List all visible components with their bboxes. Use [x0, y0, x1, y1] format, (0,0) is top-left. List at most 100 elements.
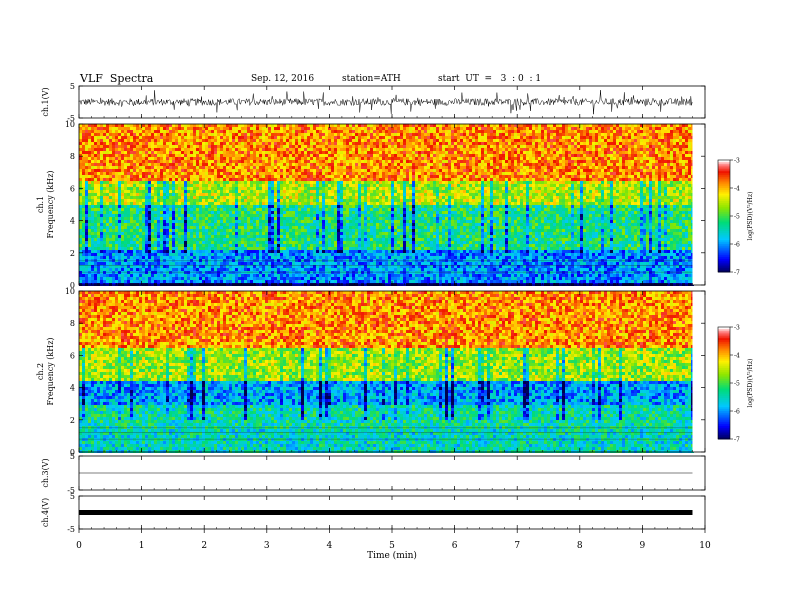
spectrogram-cell [349, 241, 352, 244]
spectrogram-cell [253, 199, 256, 202]
spectrogram-cell [253, 208, 256, 211]
spectrogram-cell [205, 127, 208, 130]
spectrogram-cell [85, 217, 88, 220]
spectrogram-cell [106, 226, 109, 229]
spectrogram-cell [88, 124, 91, 127]
spectrogram-cell [82, 175, 85, 178]
spectrogram-cell [127, 160, 130, 163]
spectrogram-cell [334, 178, 337, 181]
spectrogram-cell [115, 262, 118, 265]
spectrogram-cell [106, 229, 109, 232]
spectrogram-cell [274, 259, 277, 262]
spectrogram-cell [277, 244, 280, 247]
spectrogram-cell [250, 178, 253, 181]
spectrogram-cell [154, 139, 157, 142]
spectrogram-cell [286, 199, 289, 202]
spectrogram-cell [265, 253, 268, 256]
spectrogram-cell [148, 199, 151, 202]
spectrogram-cell [205, 148, 208, 151]
spectrogram-cell [223, 184, 226, 187]
spectrogram-cell [271, 172, 274, 175]
spectrogram-cell [283, 166, 286, 169]
spectrogram-cell [241, 217, 244, 220]
spectrogram-cell [100, 157, 103, 160]
spectrogram-cell [271, 127, 274, 130]
spectrogram-cell [241, 142, 244, 145]
spectrogram-cell [304, 274, 307, 277]
spectrogram-cell [124, 151, 127, 154]
spectrogram-cell [184, 226, 187, 229]
spectrogram-cell [277, 124, 280, 127]
spectrogram-cell [286, 271, 289, 274]
spectrogram-cell [202, 268, 205, 271]
spectrogram-cell [220, 262, 223, 265]
spectrogram-cell [346, 196, 349, 199]
spectrogram-cell [103, 208, 106, 211]
spectrogram-cell [298, 145, 301, 148]
spectrogram-cell [316, 136, 319, 139]
spectrogram-cell [310, 154, 313, 157]
spectrogram-cell [157, 172, 160, 175]
spectrogram-cell [139, 256, 142, 259]
spectrogram-cell [322, 163, 325, 166]
spectrogram-cell [187, 151, 190, 154]
spectrogram-cell [247, 127, 250, 130]
spectrogram-cell [145, 211, 148, 214]
spectrogram-cell [319, 220, 322, 223]
spectrogram-cell [121, 163, 124, 166]
spectrogram-cell [181, 193, 184, 196]
spectrogram-cell [94, 163, 97, 166]
spectrogram-cell [79, 190, 82, 193]
spectrogram-cell [169, 211, 172, 214]
spectrogram-cell [346, 271, 349, 274]
spectrogram-cell [130, 226, 133, 229]
spectrogram-cell [304, 184, 307, 187]
spectrogram-cell [292, 277, 295, 280]
spectrogram-cell [184, 247, 187, 250]
spectrogram-cell [214, 166, 217, 169]
spectrogram-cell [124, 232, 127, 235]
spectrogram-cell [184, 160, 187, 163]
spectrogram-cell [160, 193, 163, 196]
spectrogram-cell [292, 151, 295, 154]
spectrogram-cell [322, 226, 325, 229]
spectrogram-cell [223, 220, 226, 223]
spectrogram-cell [289, 151, 292, 154]
spectrogram-cell [121, 160, 124, 163]
spectrogram-cell [232, 253, 235, 256]
spectrogram-cell [259, 202, 262, 205]
spectrogram-cell [121, 208, 124, 211]
spectrogram-cell [292, 283, 295, 286]
spectrogram-cell [157, 247, 160, 250]
spectrogram-cell [325, 280, 328, 283]
spectrogram-cell [301, 250, 304, 253]
spectrogram-cell [136, 229, 139, 232]
spectrogram-cell [88, 130, 91, 133]
spectrogram-cell [244, 151, 247, 154]
spectrogram-cell [265, 205, 268, 208]
spectrogram-cell [103, 205, 106, 208]
spectrogram-cell [325, 196, 328, 199]
spectrogram-cell [163, 229, 166, 232]
spectrogram-cell [331, 175, 334, 178]
spectrogram-cell [88, 223, 91, 226]
spectrogram-cell [310, 247, 313, 250]
spectrogram-cell [202, 160, 205, 163]
spectrogram-cell [91, 271, 94, 274]
spectrogram-cell [343, 211, 346, 214]
spectrogram-cell [106, 238, 109, 241]
spectrogram-cell [115, 136, 118, 139]
spectrogram-cell [265, 256, 268, 259]
spectrogram-cell [82, 262, 85, 265]
spectrogram-cell [199, 271, 202, 274]
spectrogram-cell [277, 175, 280, 178]
spectrogram-cell [307, 154, 310, 157]
spectrogram-cell [319, 157, 322, 160]
spectrogram-cell [94, 202, 97, 205]
spectrogram-cell [343, 250, 346, 253]
spectrogram-cell [346, 268, 349, 271]
spectrogram-cell [238, 130, 241, 133]
spectrogram-cell [202, 280, 205, 283]
spectrogram-cell [208, 154, 211, 157]
spectrogram-cell [340, 157, 343, 160]
